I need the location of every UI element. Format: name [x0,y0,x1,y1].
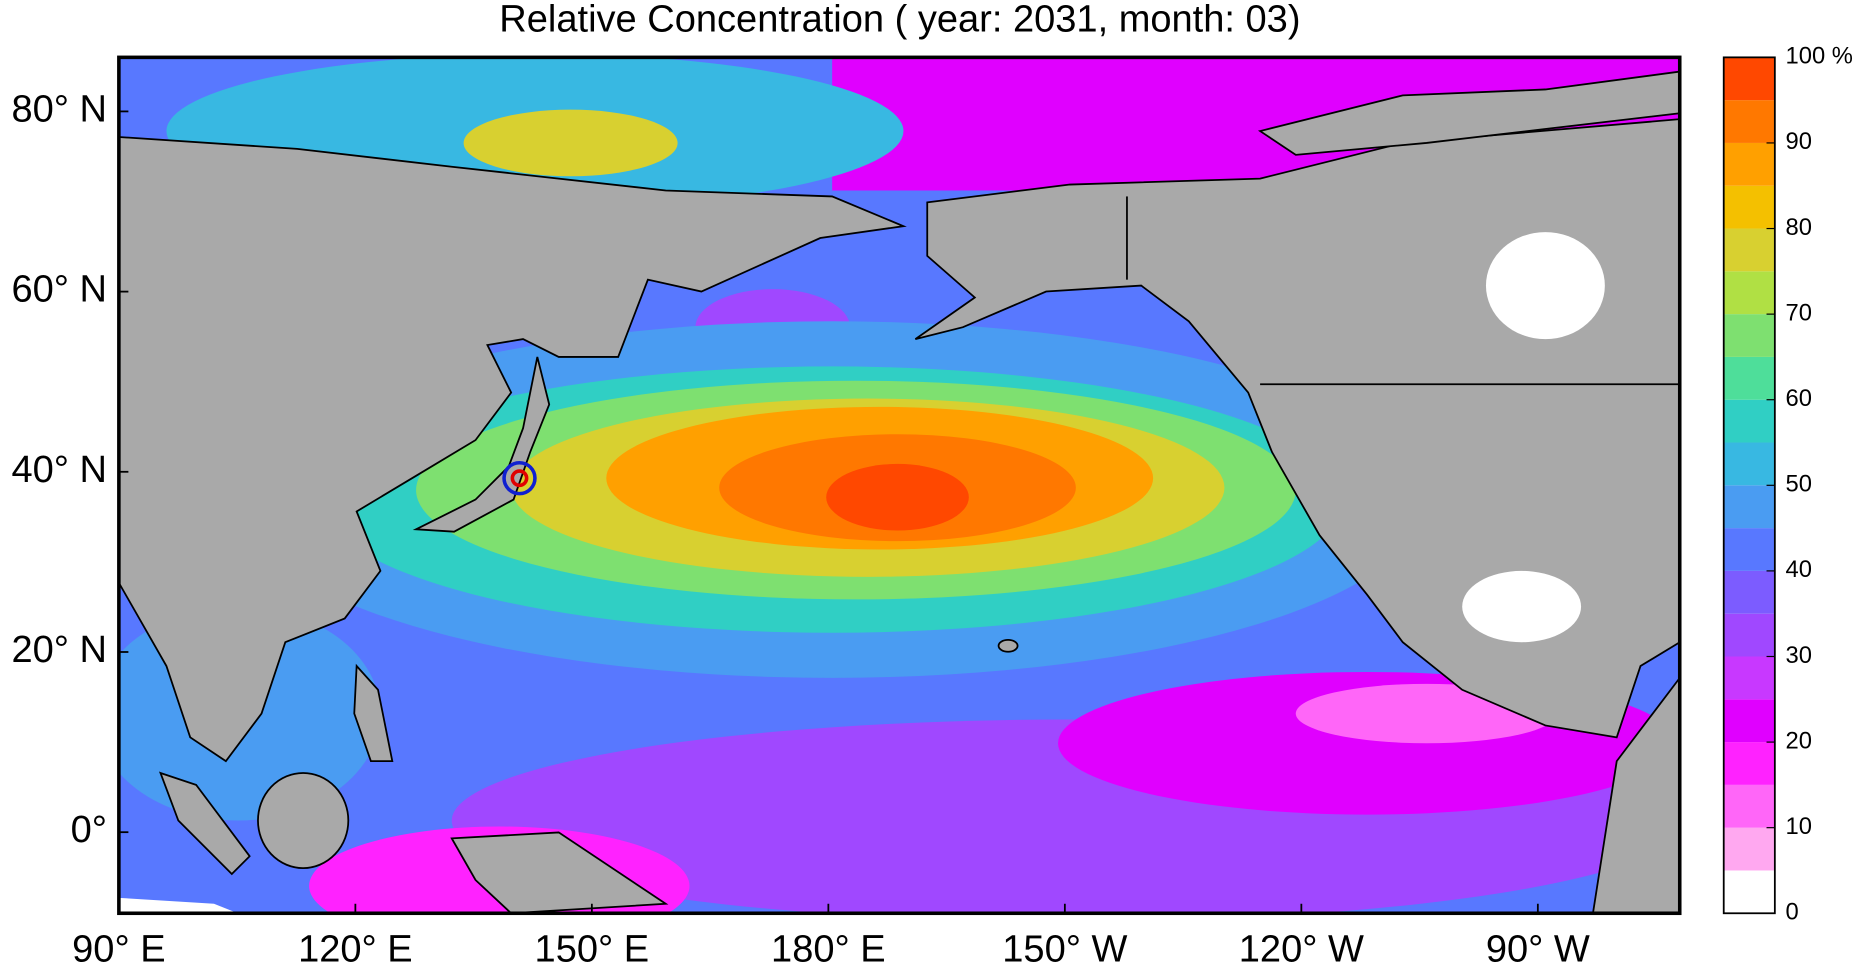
x-tick-label: 150° E [535,928,650,970]
chart-title: Relative Concentration ( year: 2031, mon… [499,0,1300,41]
colorbar-band [1723,57,1775,101]
colorbar-tick-label: 50 [1786,471,1812,498]
x-tick-label: 90° E [72,928,165,970]
colorbar-band [1723,100,1775,143]
y-tick-label: 0° [71,809,107,851]
x-tick-label: 90° W [1486,928,1590,970]
land [118,70,1680,914]
colorbar-tick-label: 0 [1786,899,1799,926]
x-tick-label: 120° W [1239,928,1364,970]
colorbar-band [1723,314,1775,357]
y-tick-label: 40° N [11,449,107,491]
colorbar-band [1723,613,1775,657]
sumatra [158,771,251,876]
colorbar-tick-label: 20 [1786,727,1812,754]
source-marker [502,460,537,496]
colorbar-tick-label: 60 [1786,385,1812,412]
map-frame [117,55,1682,916]
colorbar-band [1723,142,1775,186]
y-tick-label: 20° N [11,629,107,671]
colorbar-tick-label: 40 [1786,556,1812,583]
y-tick-label: 60° N [11,269,107,311]
colorbar-tick-label: 100 % [1786,43,1853,70]
colorbar-band [1723,185,1775,229]
borneo [257,772,350,869]
y-tick-label: 80° N [11,88,107,130]
colorbar-tick-label: 90 [1786,128,1812,155]
colorbar-frame [1722,56,1776,915]
gulf-of-mexico [1462,570,1582,643]
colorbar-band [1723,784,1775,828]
arctic-islands [1257,70,1680,156]
colorbar-band [1723,528,1775,571]
colorbar-tick-label: 80 [1786,214,1812,241]
colorbar-band [1723,356,1775,400]
colorbar-band [1723,827,1775,871]
colorbar-tick-label: 10 [1786,813,1812,840]
colorbar-band [1723,228,1775,272]
no-data [118,897,238,914]
colorbar: 0 10 20 30 40 50 60 70 80 90 100 % [1723,43,1853,926]
colorbar-band [1723,485,1775,529]
x-tick-label: 150° W [1002,928,1127,970]
colorbar-band [1723,656,1775,700]
colorbar-band [1723,570,1775,614]
x-tick-label: 120° E [298,928,413,970]
new-guinea [450,831,669,914]
hawaii [997,638,1019,653]
x-tick-label: 180° E [771,928,886,970]
japan [412,356,551,533]
contour-region [463,109,678,177]
colorbar-band [1723,742,1775,785]
asia [118,136,907,763]
south-america [1592,676,1680,914]
colorbar-tick-label: 30 [1786,642,1812,669]
colorbar-band [1723,399,1775,443]
colorbar-tick-label: 70 [1786,299,1812,326]
philippines [353,663,394,762]
colorbar-band [1723,699,1775,743]
colorbar-band [1723,442,1775,486]
contour-region [826,463,969,531]
hudson-bay [1485,232,1605,340]
colorbar-band [1723,870,1775,914]
source-marker-inner [510,469,529,488]
colorbar-band [1723,271,1775,315]
